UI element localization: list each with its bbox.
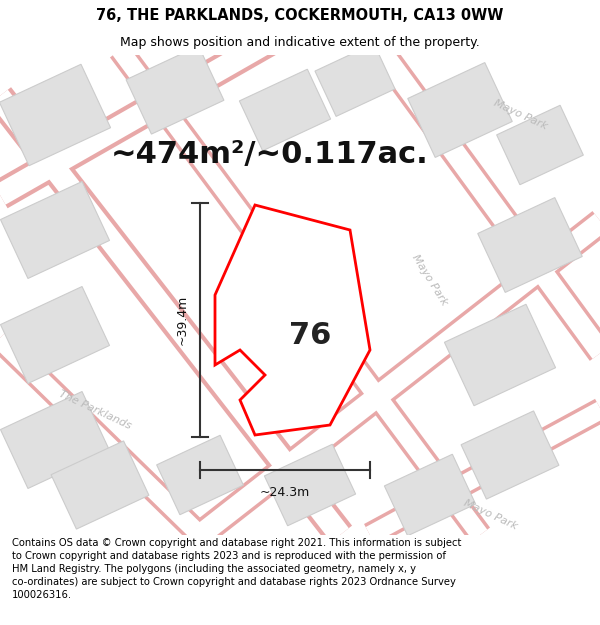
Text: ~39.4m: ~39.4m bbox=[176, 295, 188, 345]
Polygon shape bbox=[0, 64, 110, 166]
Polygon shape bbox=[408, 62, 512, 158]
Text: Mayo Park: Mayo Park bbox=[491, 98, 548, 132]
Polygon shape bbox=[1, 391, 110, 489]
Text: Mayo Park: Mayo Park bbox=[410, 253, 449, 308]
Text: Map shows position and indicative extent of the property.: Map shows position and indicative extent… bbox=[120, 36, 480, 49]
Polygon shape bbox=[215, 205, 370, 435]
Text: The Parklands: The Parklands bbox=[57, 389, 133, 431]
Polygon shape bbox=[461, 411, 559, 499]
Polygon shape bbox=[51, 441, 149, 529]
Text: ~24.3m: ~24.3m bbox=[260, 486, 310, 499]
Polygon shape bbox=[265, 444, 356, 526]
Text: Mayo Park: Mayo Park bbox=[461, 498, 518, 532]
Polygon shape bbox=[1, 181, 110, 279]
Text: Contains OS data © Crown copyright and database right 2021. This information is : Contains OS data © Crown copyright and d… bbox=[12, 538, 461, 601]
Text: ~474m²/~0.117ac.: ~474m²/~0.117ac. bbox=[111, 141, 429, 169]
Polygon shape bbox=[445, 304, 556, 406]
Polygon shape bbox=[126, 46, 224, 134]
Polygon shape bbox=[157, 435, 244, 515]
Polygon shape bbox=[497, 105, 583, 185]
Text: 76, THE PARKLANDS, COCKERMOUTH, CA13 0WW: 76, THE PARKLANDS, COCKERMOUTH, CA13 0WW bbox=[97, 8, 503, 23]
Polygon shape bbox=[315, 44, 395, 116]
Polygon shape bbox=[239, 69, 331, 151]
Polygon shape bbox=[385, 454, 476, 536]
Text: 76: 76 bbox=[289, 321, 331, 349]
Polygon shape bbox=[478, 198, 582, 292]
Polygon shape bbox=[1, 286, 110, 384]
